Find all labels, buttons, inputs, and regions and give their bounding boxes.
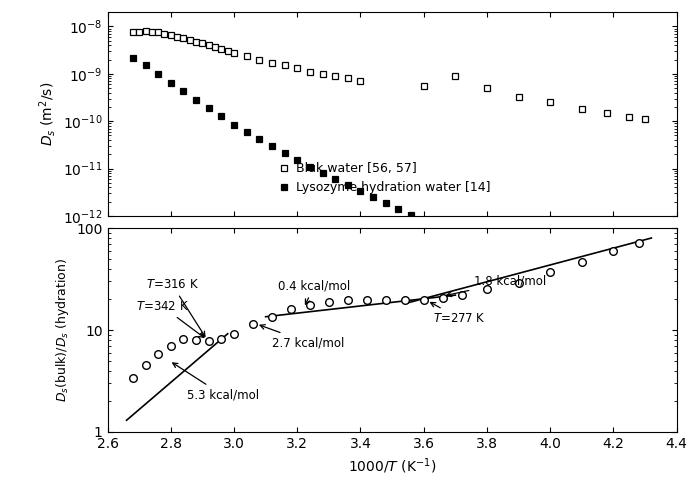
Lysozyme hydration water [14] [609,326,618,332]
Lysozyme hydration water [14] [420,218,428,224]
Line: Bluk water [56, 57]: Bluk water [56, 57] [130,28,648,122]
Lysozyme hydration water [14] [205,105,213,111]
Bluk water [56, 57] [255,57,264,62]
Bluk water [56, 57] [242,53,251,59]
Bluk water [56, 57] [641,116,649,122]
Text: 0.4 kcal/mol: 0.4 kcal/mol [278,280,350,304]
Lysozyme hydration water [14] [344,182,352,188]
Lysozyme hydration water [14] [369,194,378,200]
Bluk water [56, 57] [154,29,162,35]
Lysozyme hydration water [14] [445,230,453,236]
Bluk water [56, 57] [217,46,226,52]
Lysozyme hydration water [14] [192,97,201,103]
Legend: Bluk water [56, 57], Lysozyme hydration water [14]: Bluk water [56, 57], Lysozyme hydration … [273,157,495,200]
Bluk water [56, 57] [135,29,144,35]
Bluk water [56, 57] [173,34,181,40]
Text: 5.3 kcal/mol: 5.3 kcal/mol [173,363,259,402]
Lysozyme hydration water [14] [394,206,403,212]
Bluk water [56, 57] [268,60,276,66]
X-axis label: 1000/$T$ (K$^{-1}$): 1000/$T$ (K$^{-1}$) [348,456,437,476]
Lysozyme hydration water [14] [331,176,339,182]
Bluk water [56, 57] [625,115,634,121]
Lysozyme hydration water [14] [457,237,466,243]
Lysozyme hydration water [14] [559,292,567,298]
Text: 1.8 kcal/mol: 1.8 kcal/mol [447,275,547,297]
Bluk water [56, 57] [546,100,555,105]
Lysozyme hydration water [14] [280,150,289,156]
Bluk water [56, 57] [293,65,301,71]
Lysozyme hydration water [14] [356,188,364,194]
Bluk water [56, 57] [160,31,169,37]
Bluk water [56, 57] [167,32,175,38]
Bluk water [56, 57] [603,110,611,116]
Lysozyme hydration water [14] [217,113,226,119]
Lysozyme hydration water [14] [230,122,238,127]
Lysozyme hydration water [14] [470,243,478,249]
Text: $T$=316 K: $T$=316 K [146,278,205,336]
Bluk water [56, 57] [280,62,289,68]
Bluk water [56, 57] [211,44,219,50]
Lysozyme hydration water [14] [306,163,314,169]
Y-axis label: $D_s$ (m$^2$/s): $D_s$ (m$^2$/s) [37,82,58,146]
Lysozyme hydration water [14] [242,129,251,135]
Lysozyme hydration water [14] [483,249,491,255]
Text: $T$=342 K: $T$=342 K [136,300,204,337]
Bluk water [56, 57] [451,73,459,79]
Lysozyme hydration water [14] [534,277,542,283]
Lysozyme hydration water [14] [319,170,327,176]
Bluk water [56, 57] [192,39,201,44]
Lysozyme hydration water [14] [268,143,276,149]
Lysozyme hydration water [14] [293,157,301,163]
Lysozyme hydration water [14] [128,55,137,61]
Lysozyme hydration water [14] [632,346,640,351]
Bluk water [56, 57] [483,85,491,91]
Lysozyme hydration water [14] [407,212,415,218]
Bluk water [56, 57] [128,29,137,35]
Lysozyme hydration water [14] [179,88,187,94]
Bluk water [56, 57] [179,36,187,41]
Lysozyme hydration water [14] [142,62,150,68]
Lysozyme hydration water [14] [382,201,390,206]
Bluk water [56, 57] [185,37,194,43]
Bluk water [56, 57] [331,73,339,79]
Bluk water [56, 57] [577,106,586,112]
Lysozyme hydration water [14] [167,80,175,85]
Lysozyme hydration water [14] [432,224,441,230]
Bluk water [56, 57] [198,41,207,46]
Lysozyme hydration water [14] [508,263,516,268]
Bluk water [56, 57] [514,94,523,100]
Bluk water [56, 57] [142,28,150,34]
Text: 2.7 kcal/mol: 2.7 kcal/mol [260,325,344,349]
Y-axis label: $D_s$(bulk)/$D_s$ (hydration): $D_s$(bulk)/$D_s$ (hydration) [53,258,71,402]
Bluk water [56, 57] [420,83,428,89]
Bluk water [56, 57] [230,50,238,56]
Text: $T$=277 K: $T$=277 K [430,303,486,325]
Bluk water [56, 57] [223,48,232,54]
Line: Lysozyme hydration water [14]: Lysozyme hydration water [14] [130,55,638,351]
Bluk water [56, 57] [356,78,364,84]
Bluk water [56, 57] [319,71,327,77]
Lysozyme hydration water [14] [584,309,592,315]
Lysozyme hydration water [14] [154,71,162,77]
Bluk water [56, 57] [148,29,156,35]
Bluk water [56, 57] [306,69,314,75]
Bluk water [56, 57] [344,76,352,81]
Bluk water [56, 57] [205,42,213,48]
Lysozyme hydration water [14] [255,136,264,142]
